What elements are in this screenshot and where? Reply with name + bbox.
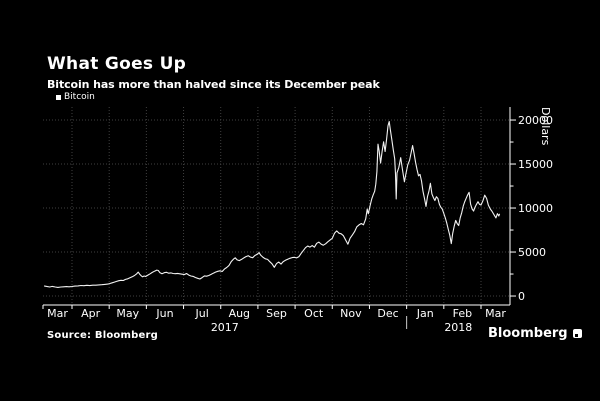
svg-text:Nov: Nov [340, 307, 362, 320]
svg-text:Aug: Aug [229, 307, 250, 320]
svg-text:20000: 20000 [518, 114, 553, 127]
svg-text:Jun: Jun [155, 307, 173, 320]
bloomberg-logo-text: Bloomberg [488, 326, 568, 341]
svg-text:5000: 5000 [518, 246, 546, 259]
svg-text:Jul: Jul [194, 307, 208, 320]
svg-text:Apr: Apr [81, 307, 101, 320]
source-note: Source: Bloomberg [47, 330, 158, 341]
svg-text:2018: 2018 [444, 321, 472, 334]
y-axis-title: Dollars [539, 107, 552, 146]
svg-text:Mar: Mar [47, 307, 68, 320]
bloomberg-terminal-icon [572, 329, 582, 338]
svg-text:Mar: Mar [485, 307, 506, 320]
svg-text:15000: 15000 [518, 158, 553, 171]
svg-text:Dec: Dec [377, 307, 398, 320]
svg-text:Feb: Feb [453, 307, 472, 320]
chart-subtitle: Bitcoin has more than halved since its D… [47, 78, 380, 91]
svg-text:Sep: Sep [266, 307, 287, 320]
svg-text:10000: 10000 [518, 202, 553, 215]
legend: Bitcoin [56, 93, 95, 102]
svg-text:0: 0 [518, 290, 525, 303]
legend-swatch-bitcoin [56, 95, 61, 100]
svg-text:May: May [116, 307, 139, 320]
bloomberg-logo: Bloomberg [488, 326, 582, 341]
legend-label-bitcoin: Bitcoin [64, 92, 95, 102]
chart-title: What Goes Up [47, 54, 187, 74]
svg-text:Jan: Jan [416, 307, 434, 320]
svg-text:2017: 2017 [211, 321, 239, 334]
svg-text:Oct: Oct [304, 307, 324, 320]
